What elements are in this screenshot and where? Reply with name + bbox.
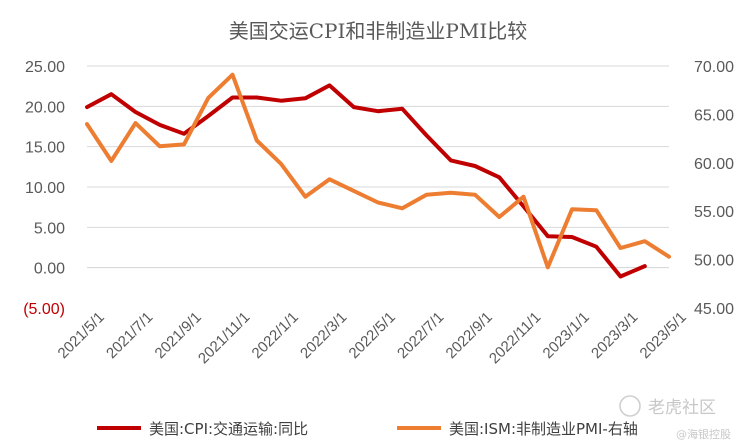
left-axis: (5.00) 0.00 5.00 10.00 15.00 20.00 25.00: [23, 59, 65, 318]
x-tick-label: 2022/11/1: [486, 309, 544, 367]
left-tick-label: 20.00: [25, 99, 65, 116]
left-tick-label: 25.00: [25, 59, 65, 76]
tiger-logo-icon: [619, 395, 641, 417]
right-tick-label: 50.00: [694, 253, 734, 270]
x-tick-label: 2022/1/1: [249, 309, 302, 362]
x-axis: 2021/5/12021/7/12021/9/12021/11/12022/1/…: [55, 309, 690, 367]
legend-label: 美国:CPI:交通运输:同比: [149, 420, 308, 438]
left-tick-label: 5.00: [34, 220, 65, 237]
right-tick-label: 70.00: [694, 59, 734, 76]
right-tick-label: 60.00: [694, 156, 734, 173]
x-tick-label: 2021/7/1: [103, 309, 156, 362]
x-tick-label: 2021/11/1: [195, 309, 253, 367]
x-tick-label: 2023/3/1: [588, 309, 641, 362]
legend-label: 美国:ISM:非制造业PMI-右轴: [449, 420, 638, 438]
left-tick-label: 15.00: [25, 140, 65, 157]
right-tick-label: 65.00: [694, 107, 734, 124]
x-tick-label: 2022/7/1: [394, 309, 447, 362]
x-tick-label: 2022/5/1: [346, 309, 399, 362]
chart-title: 美国交运CPI和非制造业PMI比较: [229, 19, 528, 43]
x-tick-label: 2023/5/1: [637, 309, 690, 362]
right-axis: 45.00 50.00 55.00 60.00 65.00 70.00: [694, 59, 734, 318]
x-tick-label: 2022/3/1: [297, 309, 350, 362]
x-tick-label: 2023/1/1: [540, 309, 593, 362]
left-tick-label: 0.00: [34, 261, 65, 278]
series-line-1: [85, 83, 647, 279]
watermark-handle: @海银控股: [676, 427, 731, 441]
right-tick-label: 55.00: [694, 204, 734, 221]
left-tick-label: 10.00: [25, 180, 65, 197]
legend: 美国:CPI:交通运输:同比 美国:ISM:非制造业PMI-右轴: [97, 420, 638, 438]
series-line-2: [85, 72, 671, 270]
watermark: 老虎社区 @海银控股: [619, 395, 731, 441]
right-tick-label: 45.00: [694, 301, 734, 318]
watermark-title: 老虎社区: [648, 398, 716, 418]
series-layer: [85, 72, 671, 279]
left-tick-label: (5.00): [23, 301, 65, 318]
gridlines: [87, 65, 669, 269]
